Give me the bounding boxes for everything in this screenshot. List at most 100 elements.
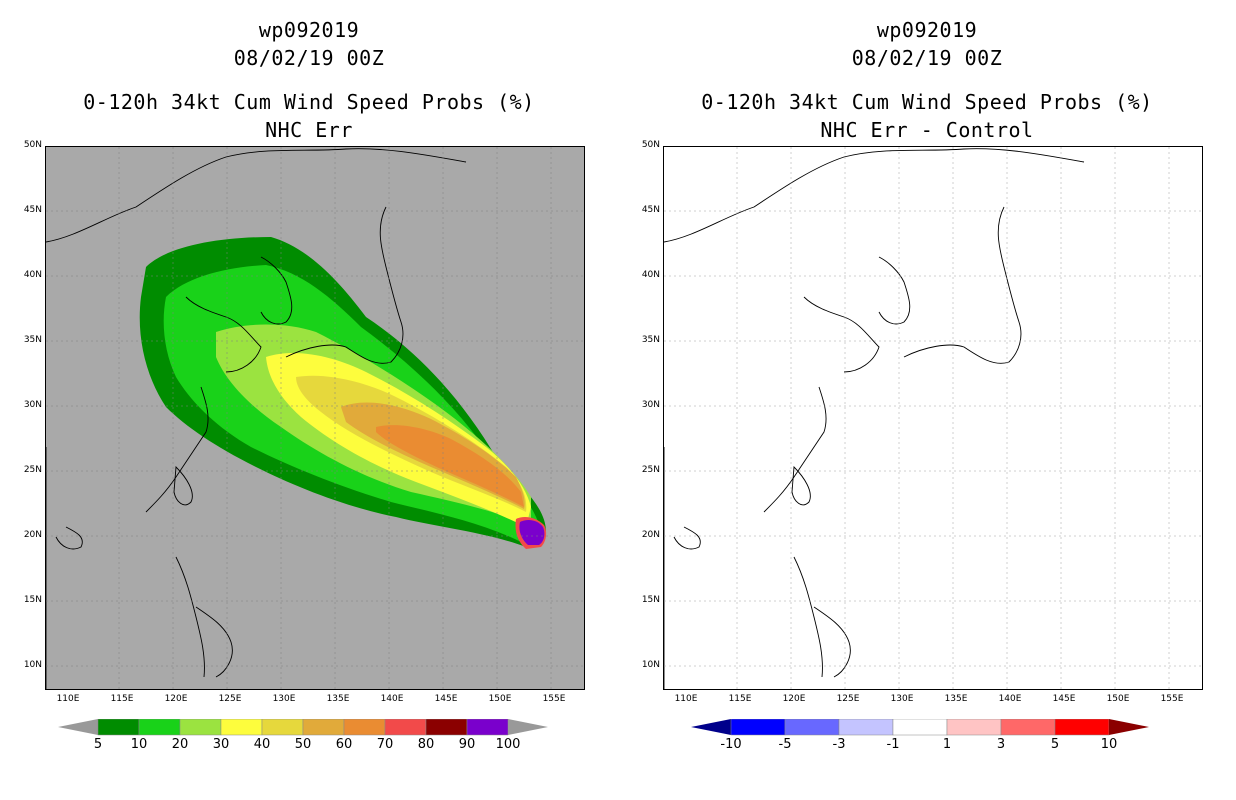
colorbar-segment	[97, 718, 140, 736]
colorbar-tick-label: -10	[720, 737, 742, 752]
lat-tick-label: 50N	[23, 140, 42, 150]
colorbar-segment	[1054, 718, 1110, 736]
coastlines	[46, 148, 467, 689]
colorbar-segment	[261, 718, 304, 736]
colorbar-segment	[1000, 718, 1056, 736]
lon-tick-label: 130E	[890, 694, 914, 704]
lat-tick-label: 20N	[641, 530, 660, 540]
probability-map	[45, 146, 585, 690]
lat-tick-label: 35N	[23, 335, 42, 345]
grid-lines	[664, 147, 1202, 689]
colorbar-tick-label: -3	[832, 737, 846, 752]
colorbar-segment	[220, 718, 263, 736]
lon-tick-label: 115E	[110, 694, 134, 704]
map-background	[664, 147, 1202, 689]
lon-tick-label: 155E	[1160, 694, 1184, 704]
product-title: 0-120h 34kt Cum Wind Speed Probs (%)	[83, 90, 535, 114]
swath-60	[376, 425, 524, 507]
lon-tick-label: 130E	[272, 694, 296, 704]
colorbar-segment	[730, 718, 786, 736]
lon-tick-label: 155E	[542, 694, 566, 704]
colorbar-tick-label: 5	[93, 737, 103, 752]
colorbar-right-arrow	[508, 719, 548, 735]
left-map-panel: wp092019 08/02/19 00Z 0-120h 34kt Cum Wi…	[0, 18, 618, 759]
lon-tick-label: 145E	[1052, 694, 1076, 704]
lat-tick-label: 15N	[23, 595, 42, 605]
difference-colorbar: -10 -5 -3 -1 1 3 5 10	[618, 718, 1236, 759]
colorbar-segment	[784, 718, 840, 736]
colorbar-segment	[179, 718, 222, 736]
lon-tick-label: 115E	[728, 694, 752, 704]
colorbar-left-arrow	[691, 719, 731, 735]
colorbar-right-arrow	[1109, 719, 1149, 735]
colorbar-tick-label: 10	[1100, 737, 1118, 752]
lat-tick-label: 50N	[641, 140, 660, 150]
storm-id: wp092019	[876, 18, 978, 42]
grid-lines	[46, 147, 584, 689]
colorbar-tick-label: -5	[778, 737, 792, 752]
colorbar-tick-label: 50	[294, 737, 312, 752]
lat-tick-label: 15N	[641, 595, 660, 605]
map-graphic	[664, 147, 1202, 689]
product-title: 0-120h 34kt Cum Wind Speed Probs (%)	[701, 90, 1153, 114]
datetime: 08/02/19 00Z	[851, 46, 1003, 70]
lon-tick-label: 110E	[674, 694, 698, 704]
lon-tick-label: 135E	[326, 694, 350, 704]
lon-tick-label: 150E	[1106, 694, 1130, 704]
colorbar-tick-label: 70	[376, 737, 394, 752]
colorbar-tick-label: -1	[886, 737, 900, 752]
colorbar-tick-label: 1	[942, 737, 952, 752]
lat-tick-label: 20N	[23, 530, 42, 540]
swath-100	[519, 519, 545, 545]
colorbar-tick-label: 40	[253, 737, 271, 752]
colorbar-tick-label: 30	[212, 737, 230, 752]
lat-tick-label: 10N	[641, 660, 660, 670]
lon-tick-label: 125E	[218, 694, 242, 704]
lat-tick-label: 30N	[641, 400, 660, 410]
colorbar-graphic	[691, 718, 1149, 736]
map-graphic	[46, 147, 584, 689]
lon-tick-label: 120E	[164, 694, 188, 704]
lat-tick-label: 30N	[23, 400, 42, 410]
lat-tick-label: 25N	[23, 465, 42, 475]
colorbar-tick-label: 3	[996, 737, 1006, 752]
colorbar-tick-label: 5	[1050, 737, 1060, 752]
probability-colorbar: 5 10 20 30 40 50 60 70 80 90 100	[0, 718, 618, 759]
lon-tick-label: 145E	[434, 694, 458, 704]
colorbar-graphic	[58, 718, 548, 736]
colorbar-tick-label: 90	[458, 737, 476, 752]
lat-tick-label: 40N	[641, 270, 660, 280]
colorbar-segment	[466, 718, 509, 736]
colorbar-left-arrow	[58, 719, 98, 735]
lat-tick-label: 45N	[23, 205, 42, 215]
colorbar-segment	[425, 718, 468, 736]
colorbar-tick-label: 100	[495, 737, 521, 752]
lat-tick-label: 40N	[23, 270, 42, 280]
lat-tick-label: 25N	[641, 465, 660, 475]
lon-tick-label: 150E	[488, 694, 512, 704]
probability-swath	[139, 237, 547, 549]
lat-tick-label: 10N	[23, 660, 42, 670]
colorbar-tick-label: 10	[130, 737, 148, 752]
product-subtitle: NHC Err	[265, 118, 353, 142]
lon-tick-label: 140E	[998, 694, 1022, 704]
colorbar-tick-label: 20	[171, 737, 189, 752]
lon-tick-label: 110E	[56, 694, 80, 704]
colorbar-segment	[384, 718, 427, 736]
colorbar-segment	[892, 718, 948, 736]
colorbar-segment	[138, 718, 181, 736]
lat-tick-label: 35N	[641, 335, 660, 345]
difference-map	[663, 146, 1203, 690]
coastlines	[664, 148, 1085, 689]
storm-id: wp092019	[258, 18, 360, 42]
lon-tick-label: 135E	[944, 694, 968, 704]
lon-tick-label: 120E	[782, 694, 806, 704]
colorbar-tick-label: 60	[335, 737, 353, 752]
colorbar-segment	[302, 718, 345, 736]
lon-tick-label: 140E	[380, 694, 404, 704]
colorbar-segment	[946, 718, 1002, 736]
lat-tick-label: 45N	[641, 205, 660, 215]
colorbar-segment	[343, 718, 386, 736]
right-map-panel: wp092019 08/02/19 00Z 0-120h 34kt Cum Wi…	[618, 0, 1236, 800]
lon-tick-label: 125E	[836, 694, 860, 704]
